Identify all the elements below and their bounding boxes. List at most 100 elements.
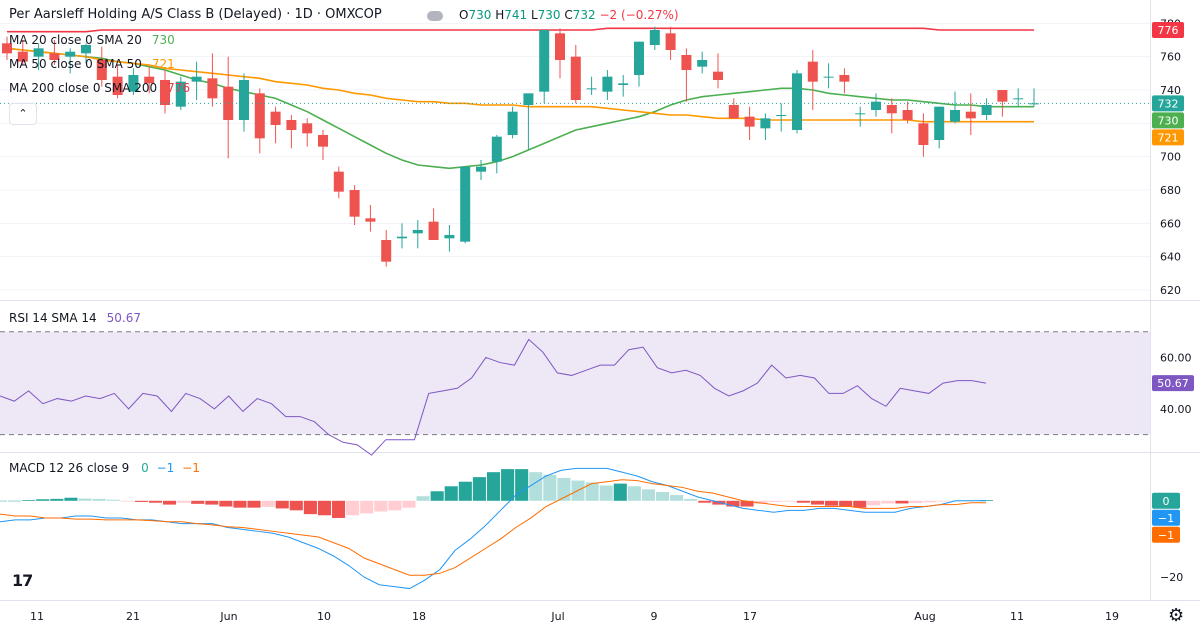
candle-body (555, 33, 565, 60)
macd-hist-bar (317, 500, 332, 516)
macd-hist-bar (303, 500, 317, 515)
candle-body (523, 93, 534, 105)
macd-hist-bar (515, 469, 529, 501)
low-label: L (530, 8, 538, 22)
candle-body (318, 135, 328, 147)
rsi-band (0, 331, 1150, 435)
rsi-label-text: 50.67 (1157, 377, 1189, 390)
time-tick-label: 18 (412, 610, 426, 623)
grid (0, 0, 1200, 601)
macd-hist-bar (275, 500, 289, 509)
macd-hist-bar (78, 498, 92, 501)
rsi-line (0, 338, 987, 456)
rsi-tick-label: 60.00 (1160, 351, 1192, 364)
candle-body (965, 111, 976, 119)
macd-hist-bar (740, 500, 754, 507)
candle-body (1029, 103, 1039, 105)
legend-macd[interactable]: MACD 12 26 close 9 0 −1 −1 (9, 461, 200, 475)
candle-body (713, 71, 723, 80)
macd-hist-bar (895, 500, 909, 504)
candle-body (286, 120, 297, 130)
gear-icon[interactable]: ⚙ (1168, 605, 1185, 626)
candle-body (112, 76, 123, 95)
candles (0, 26, 1150, 267)
candle-body (270, 111, 281, 125)
macd-hist-bar (627, 486, 641, 501)
legend-ma200[interactable]: MA 200 close 0 SMA 200 776 (9, 81, 190, 95)
macd-hist-bar (120, 500, 134, 502)
candle-body (428, 221, 439, 240)
price-tick-label: 760 (1160, 51, 1181, 64)
close-value: 732 (572, 8, 596, 22)
price-label-text: 730 (1158, 114, 1179, 127)
macd-hist-bar (641, 489, 655, 501)
macd-hist-bar (458, 481, 472, 501)
indicator-lines (0, 338, 987, 590)
collapse-legend-button[interactable]: ⌃ (9, 103, 37, 125)
macd-hist-bar (134, 500, 148, 502)
candle-body (570, 56, 581, 100)
legend-ma50[interactable]: MA 50 close 0 SMA 50 721 (9, 57, 175, 71)
macd-hist-bar (233, 500, 247, 508)
candle-body (254, 93, 265, 139)
macd-hist-bar (50, 498, 64, 501)
macd-hist-bar (106, 499, 120, 501)
legend-ma20-label: MA 20 close 0 SMA 20 (9, 33, 142, 47)
macd-hist-bar (402, 500, 416, 508)
legend-rsi[interactable]: RSI 14 SMA 14 50.67 (9, 311, 141, 325)
macd-hist-bar (289, 500, 303, 511)
macd-label-text: 0 (1163, 495, 1170, 508)
ma-line-ma50 (6, 47, 1034, 123)
candle-body (997, 90, 1008, 102)
candle-body (65, 51, 76, 57)
price-label-text: 776 (1158, 24, 1179, 37)
rsi-tick-label: 40.00 (1160, 403, 1192, 416)
candle-body (302, 123, 313, 134)
candle-body (1013, 98, 1024, 100)
macd-tick-label: −20 (1160, 571, 1183, 584)
price-label-box (1152, 112, 1184, 129)
tradingview-logo[interactable]: 17 (12, 571, 33, 590)
legend-ma50-label: MA 50 close 0 SMA 50 (9, 57, 142, 71)
macd-hist-bar (360, 500, 374, 514)
candle-body (444, 235, 455, 239)
candle-body (144, 76, 155, 84)
candle-body (2, 43, 12, 54)
candle-body (365, 218, 376, 222)
macd-hist-bar (810, 500, 825, 505)
eye-icon[interactable] (427, 11, 443, 21)
candle-body (934, 106, 945, 140)
candle-body (871, 101, 881, 110)
ma-line-ma200 (7, 27, 1034, 33)
macd-hist-bar (937, 500, 951, 502)
price-tick-label: 620 (1160, 284, 1181, 297)
symbol-title: Per Aarsleff Holding A/S Class B (Delaye… (9, 7, 382, 22)
macd-hist-bar (64, 497, 78, 501)
legend-ma20[interactable]: MA 20 close 0 SMA 20 730 (9, 33, 175, 47)
low-value: 730 (537, 8, 561, 22)
macd-line-signal (0, 479, 986, 576)
ohlc-readout: O730 H741 L730 C732 −2 (−0.27%) (459, 8, 679, 22)
candle-body (160, 80, 170, 105)
rsi-label-box (1152, 375, 1194, 392)
time-tick-label: Jul (550, 610, 564, 623)
price-label-box (1152, 95, 1184, 112)
macd-hist-bar (782, 500, 796, 502)
macd-hist-bar (599, 485, 613, 501)
candle-body (349, 190, 360, 217)
candle-body (33, 48, 44, 57)
candle-body (539, 30, 550, 92)
high-label: H (495, 8, 505, 22)
macd-hist-bar (0, 500, 8, 502)
price-tick-label: 640 (1160, 251, 1181, 264)
ma-line-ma20 (6, 47, 1034, 170)
price-tick-label: 700 (1160, 151, 1181, 164)
candle-body (175, 81, 186, 107)
candle-body (728, 105, 739, 119)
macd-hist-bar (261, 500, 275, 507)
candle-body (333, 171, 344, 192)
change-value: −2 (−0.27%) (599, 8, 679, 22)
price-tick-label: 740 (1160, 84, 1181, 97)
candle-body (918, 123, 929, 145)
